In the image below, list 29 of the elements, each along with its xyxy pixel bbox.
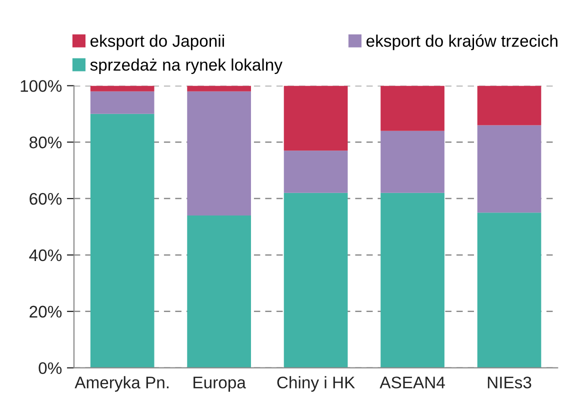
y-tick-label: 40% (29, 249, 62, 262)
bar (380, 86, 444, 131)
bar (477, 86, 542, 126)
bar (284, 150, 348, 193)
legend-label: eksport do krajów trzecich (366, 34, 558, 50)
bar (284, 192, 348, 368)
bar (187, 91, 251, 216)
bar (90, 91, 154, 114)
y-tick-label: 0% (38, 362, 62, 374)
bar (284, 86, 348, 151)
y-tick-label: 60% (30, 192, 62, 205)
bar (187, 86, 251, 92)
x-tick-label: ASEAN4 (380, 376, 445, 388)
bar (380, 192, 444, 368)
bar (477, 212, 542, 368)
legend-label: sprzedaż na rynek lokalny (90, 58, 282, 74)
legend-label: eksport do Japonii (90, 34, 224, 50)
bar (90, 86, 154, 92)
x-tick-label: Europa (194, 376, 246, 392)
x-tick-label: Chiny i HK (277, 376, 355, 392)
x-tick-label: Ameryka Pn. (74, 376, 169, 392)
bar (477, 125, 542, 213)
y-tick-label: 20% (30, 306, 62, 318)
bar (90, 114, 154, 368)
y-tick-label: 80% (30, 136, 62, 148)
bar (380, 130, 444, 193)
y-tick-label: 100% (20, 80, 62, 92)
x-tick-label: NIEs3 (488, 376, 532, 388)
bar (187, 215, 251, 368)
